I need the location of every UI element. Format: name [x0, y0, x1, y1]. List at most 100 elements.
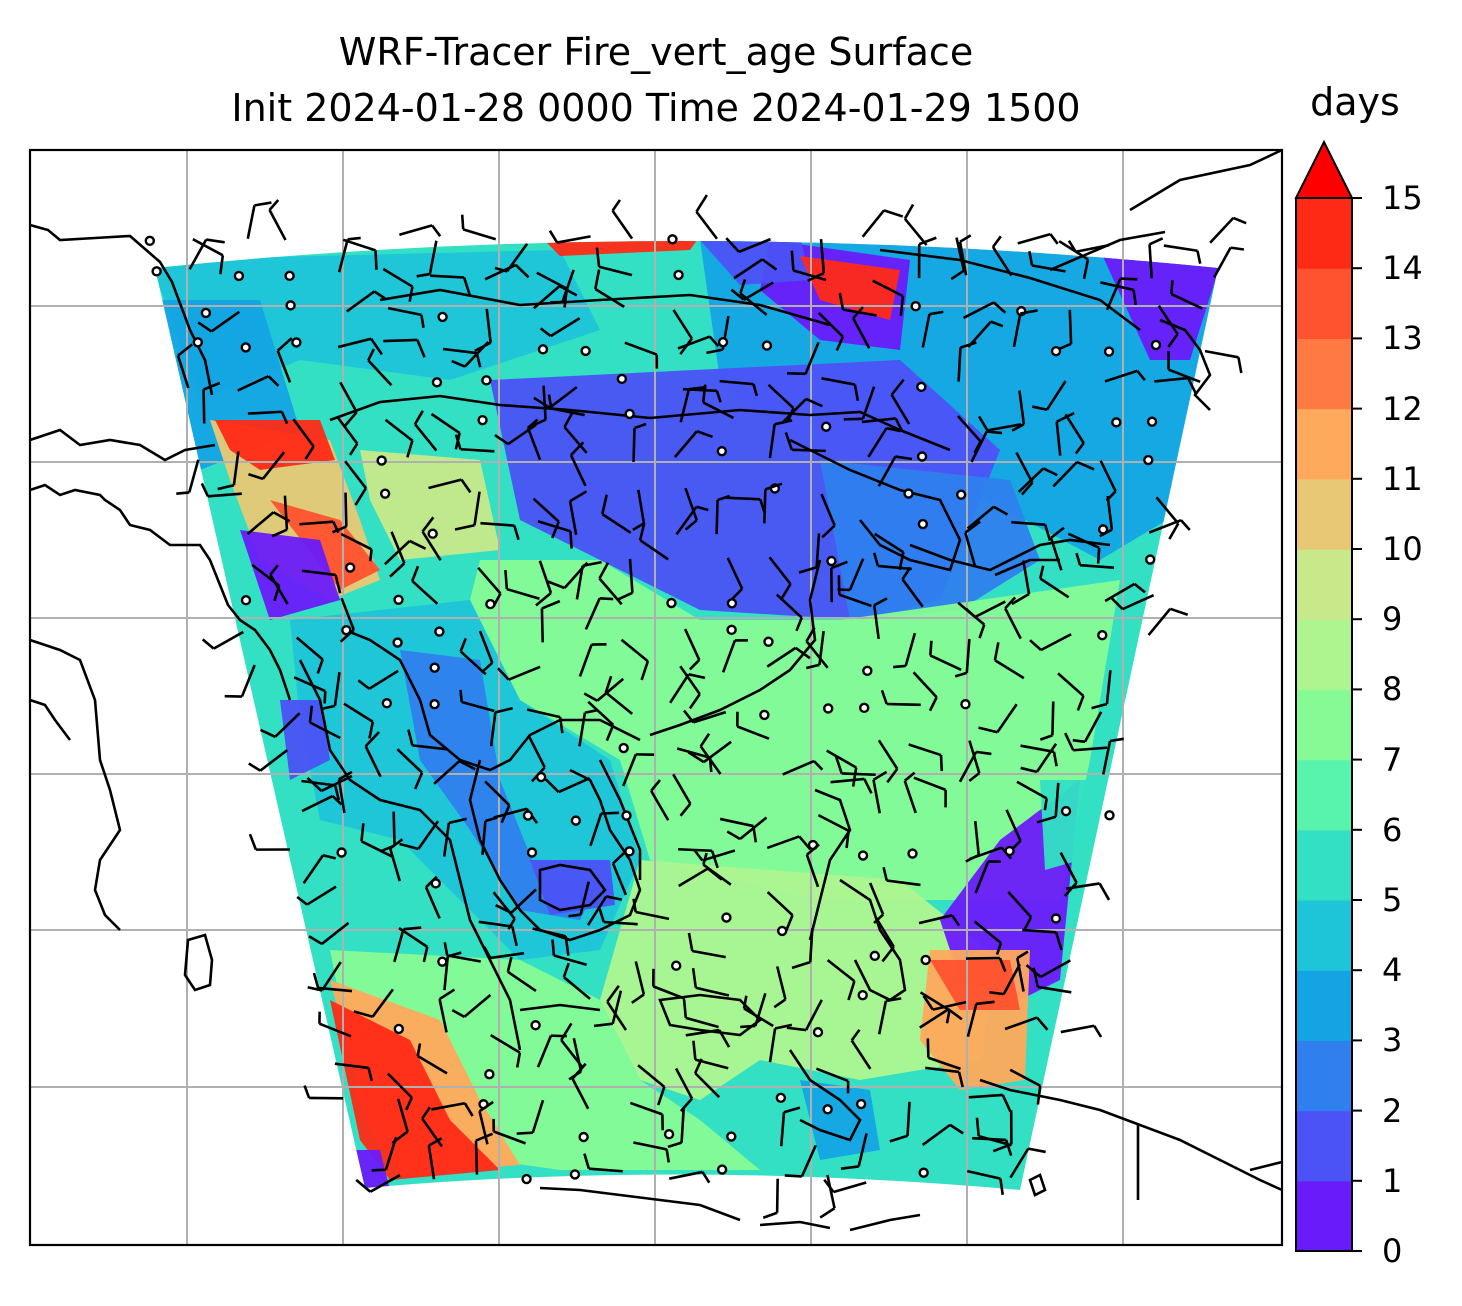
- calm-circle-icon: [535, 771, 547, 783]
- wind-barb-icon: [388, 838, 404, 882]
- wind-barb-icon: [964, 520, 982, 566]
- wind-barb-icon: [768, 1023, 793, 1063]
- wind-barb-icon: [532, 927, 570, 956]
- colorbar-tick-label: 9: [1382, 600, 1403, 639]
- wind-barb-icon: [571, 1062, 590, 1110]
- wind-barb-icon: [1009, 1147, 1046, 1179]
- colorbar-tick-label: 8: [1382, 670, 1403, 709]
- wind-barb-icon: [826, 959, 856, 1001]
- wind-barb-icon: [424, 875, 441, 919]
- calm-circle-icon: [1050, 345, 1062, 357]
- wind-barb-icon: [583, 1153, 623, 1173]
- wind-barb-icon: [337, 770, 353, 814]
- calm-circle-icon: [393, 594, 404, 605]
- wind-barb-icon: [903, 203, 928, 246]
- wind-barb-icon: [387, 306, 425, 328]
- wind-barb-icon: [1052, 460, 1095, 488]
- wind-barb-icon: [533, 386, 578, 409]
- wind-barb-icon: [965, 956, 1007, 973]
- calm-circle-icon: [344, 562, 356, 573]
- wind-barb-icon: [459, 689, 495, 713]
- wind-barb-icon: [492, 1118, 526, 1145]
- wind-barb-icon: [604, 675, 634, 715]
- wind-barb-icon: [699, 733, 722, 775]
- wind-barb-icon: [882, 866, 921, 887]
- calm-circle-icon: [200, 307, 212, 319]
- calm-circle-icon: [580, 345, 591, 357]
- colorbar-segment: [1296, 408, 1352, 480]
- calm-circle-icon: [663, 1129, 675, 1140]
- wind-barb-icon: [650, 779, 670, 821]
- colorbar-outline: [1295, 198, 1353, 1252]
- wind-barb-icon: [817, 311, 845, 352]
- wind-barb-icon: [1055, 411, 1075, 456]
- wind-barb-icon: [1067, 532, 1101, 564]
- wind-barb-icon: [428, 478, 472, 494]
- calm-circle-icon: [826, 555, 837, 567]
- calm-circle-icon: [869, 950, 880, 962]
- calm-circle-icon: [960, 699, 971, 710]
- wind-barb-icon: [382, 267, 414, 302]
- wind-barb-icon: [921, 310, 944, 348]
- wind-barb-icon: [293, 676, 327, 704]
- wind-barb-icon: [805, 627, 829, 669]
- colorbar-tick-label: 15: [1382, 179, 1423, 217]
- calm-circle-icon: [1050, 913, 1062, 924]
- calm-circle-icon: [336, 847, 347, 858]
- wind-barb-icon: [632, 489, 646, 532]
- wind-barb-icon: [346, 290, 386, 313]
- wind-barb-icon: [1036, 782, 1060, 824]
- wind-barb-icon: [550, 269, 575, 304]
- wind-barb-icon: [302, 853, 336, 884]
- colorbar-tick-label: 11: [1382, 459, 1423, 498]
- calm-circle-icon: [621, 810, 632, 821]
- wind-barb-icon: [768, 556, 792, 599]
- wind-barb-icon: [919, 1008, 963, 1029]
- wind-barb-icon: [872, 279, 905, 316]
- wind-barb-icon: [568, 490, 588, 535]
- wind-barb-icon: [629, 1101, 664, 1131]
- wind-barb-icon: [535, 560, 553, 607]
- wind-barb-icon: [1101, 737, 1124, 775]
- wind-barb-icon: [908, 743, 944, 772]
- calm-circle-icon: [1060, 805, 1072, 817]
- wind-barb-icon: [1167, 351, 1201, 384]
- wind-barb-icon: [516, 1099, 545, 1135]
- wind-barb-icon: [877, 455, 913, 487]
- wind-barb-icon: [224, 664, 256, 698]
- wind-barb-icon: [454, 434, 495, 453]
- wind-barb-icon: [383, 539, 427, 566]
- wind-barb-icon: [295, 636, 324, 674]
- colorbar-segment: [1296, 829, 1352, 901]
- wind-barb-icon: [342, 238, 378, 270]
- lat-lon-grid: [30, 150, 1282, 1245]
- wind-barb-icon: [837, 575, 872, 608]
- wind-barb-icon: [973, 920, 1003, 956]
- wind-barb-icon: [433, 759, 476, 785]
- wind-barb-icon: [248, 451, 286, 481]
- calm-circle-icon: [759, 709, 770, 721]
- colorbar-tick-label: 10: [1382, 530, 1423, 568]
- colorbar-segment: [1296, 759, 1352, 831]
- calm-circle-icon: [726, 1131, 737, 1142]
- wind-barb-icon: [1060, 1024, 1103, 1038]
- wind-barb-icon: [668, 1170, 711, 1184]
- wind-barb-icon: [786, 999, 823, 1032]
- wind-barb-icon: [586, 895, 623, 926]
- wind-barb-icon: [872, 552, 912, 571]
- calm-circle-icon: [775, 1092, 787, 1104]
- wind-barb-icon: [1163, 244, 1202, 264]
- wind-barb-icon: [1022, 928, 1063, 951]
- wind-barb-icon: [872, 770, 888, 814]
- wind-barb-icon: [544, 776, 591, 794]
- wind-barb-icon: [1028, 250, 1066, 273]
- wind-barb-icon: [1064, 732, 1108, 752]
- colorbar-segment: [1296, 549, 1352, 620]
- wind-barb-icon: [383, 338, 426, 358]
- wind-barb-icon: [850, 1029, 872, 1070]
- wind-barb-icon: [1065, 882, 1111, 901]
- wind-barb-icon: [601, 494, 632, 534]
- wind-barb-icon: [1004, 596, 1022, 640]
- calm-circle-icon: [955, 489, 967, 500]
- wind-barb-icon: [357, 669, 399, 690]
